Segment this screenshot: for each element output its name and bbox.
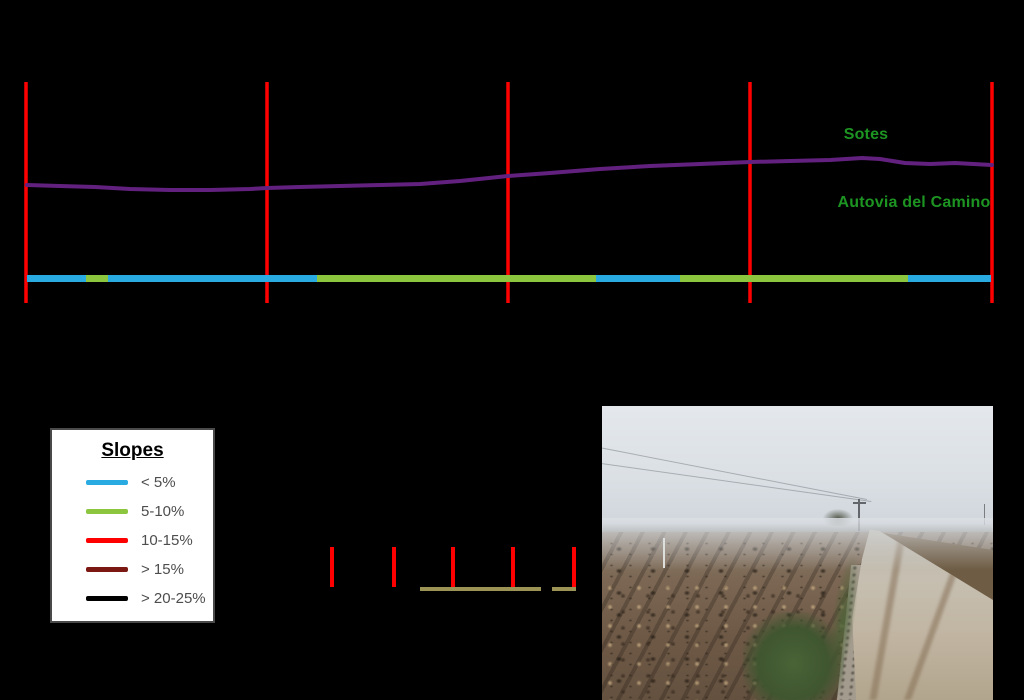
profile-gridline: [506, 82, 510, 303]
mini-profile-tick: [572, 547, 576, 587]
photo-sky: [602, 406, 993, 534]
legend-item: > 15%: [52, 560, 213, 578]
slope-bar-segment: [680, 275, 908, 282]
profile-gridline: [990, 82, 994, 303]
mini-profile-baseline: [552, 587, 576, 591]
legend-item: 5-10%: [52, 502, 213, 520]
mini-profile-tick: [451, 547, 455, 587]
legend-item: > 20-25%: [52, 589, 213, 607]
vineyard-road-photo: [602, 406, 993, 700]
slopes-legend: Slopes < 5% 5-10% 10-15% > 15% > 20-25%: [50, 428, 215, 623]
slope-color-swatch: [86, 537, 128, 543]
legend-title: Slopes: [101, 440, 164, 461]
slope-bar-segment: [596, 275, 680, 282]
legend-item-label: > 20-25%: [141, 589, 206, 607]
photo-utility-pole-far: [983, 504, 985, 526]
photo-grass-patch: [742, 611, 845, 700]
slope-bar-segment: [108, 275, 317, 282]
legend-item-label: < 5%: [141, 473, 176, 491]
photo-utility-pole: [858, 498, 861, 531]
legend-item-label: 5-10%: [141, 502, 185, 520]
slope-color-swatch: [86, 595, 128, 601]
slope-color-swatch: [86, 566, 128, 572]
profile-gridline: [265, 82, 269, 303]
slope-color-swatch: [86, 508, 128, 514]
mini-profile-tick: [392, 547, 396, 587]
slope-color-swatch: [86, 479, 128, 485]
elevation-profile-line: [25, 156, 994, 192]
slope-bar-segment: [908, 275, 991, 282]
mini-profile-tick: [330, 547, 334, 587]
legend-item: 10-15%: [52, 531, 213, 549]
place-label-sotes: Sotes: [843, 126, 889, 143]
photo-horizon-mist: [602, 518, 993, 570]
mini-profile-baseline: [420, 587, 541, 591]
slope-bar-segment: [86, 275, 108, 282]
slope-bar-segment: [27, 275, 86, 282]
legend-item-label: 10-15%: [141, 531, 193, 549]
slope-bar-segment: [317, 275, 596, 282]
profile-gridline: [748, 82, 752, 303]
legend-item-label: > 15%: [141, 560, 184, 578]
legend-item: < 5%: [52, 473, 213, 491]
profile-gridline: [24, 82, 28, 303]
place-label-autovia-del-camino: Autovia del Camino: [837, 194, 991, 211]
mini-profile-tick: [511, 547, 515, 587]
photo-utility-pole-arm: [853, 501, 867, 504]
